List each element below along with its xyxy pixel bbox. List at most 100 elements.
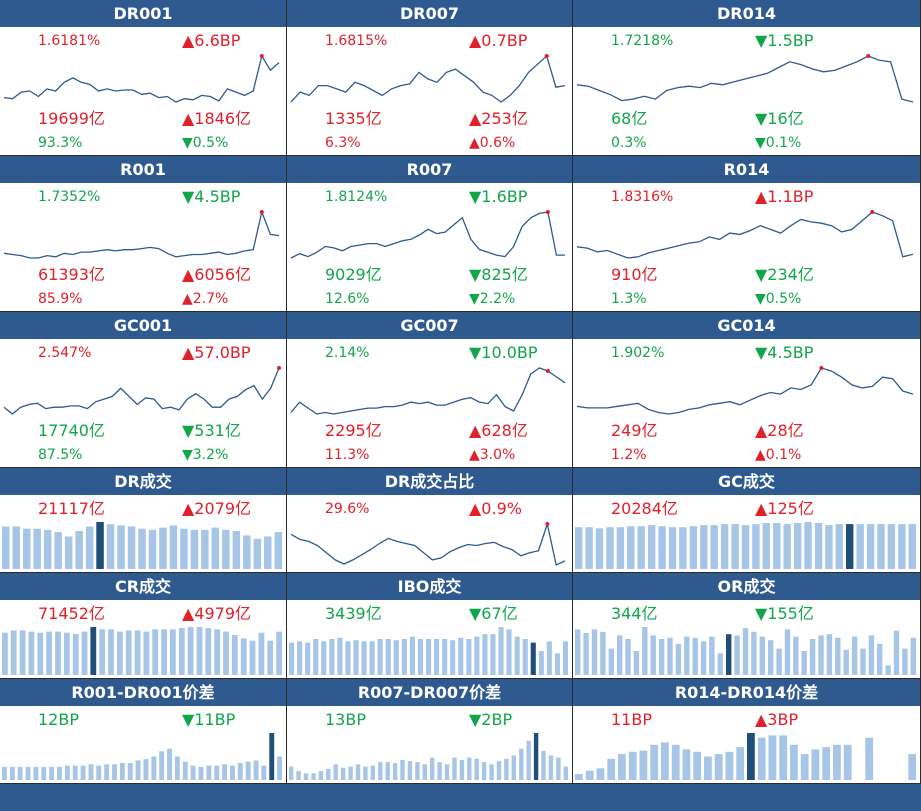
bar: [2, 766, 7, 780]
bar: [893, 630, 900, 675]
bar: [736, 747, 745, 780]
bar: [860, 648, 866, 675]
bar: [106, 524, 115, 569]
bar: [182, 761, 188, 780]
bar: [514, 636, 520, 675]
bar: [19, 630, 26, 675]
bar: [143, 759, 149, 780]
panel-chart: [2, 627, 282, 675]
cells-6-bottom-1-l-value: 87.5%: [38, 447, 83, 463]
cells-0-top-l-value: 1.6181%: [38, 33, 101, 49]
bar: [169, 525, 178, 569]
bar: [297, 641, 303, 675]
panel-chart: [290, 210, 565, 259]
bar: [17, 766, 23, 780]
bar: [243, 535, 251, 569]
cells-0-bottom-1-l-value: 93.3%: [38, 135, 83, 151]
bar: [10, 630, 17, 675]
bar: [625, 639, 631, 675]
bar: [442, 639, 448, 675]
panel-title: DR成交占比: [287, 468, 572, 495]
cells-17-top-l-value: 11BP: [611, 710, 652, 729]
bar: [345, 641, 351, 675]
cells-6-bottom-0-r-value: ▼531亿: [182, 421, 241, 440]
cells-4-bottom-1-r-value: ▼2.2%: [469, 291, 516, 307]
latest-marker: [870, 210, 875, 214]
bar: [606, 527, 614, 569]
bar: [232, 531, 241, 569]
bar: [108, 629, 114, 675]
panel-17: R014-DR014价差 11BP ▲3BP: [573, 679, 921, 784]
bar: [825, 525, 833, 569]
bar: [117, 525, 125, 569]
bar: [801, 651, 807, 675]
bar: [757, 737, 766, 780]
series-line: [3, 367, 280, 415]
bar: [506, 629, 512, 675]
bar: [661, 742, 669, 780]
bar: [700, 525, 708, 569]
latest-marker: [819, 366, 824, 370]
bar: [9, 766, 15, 780]
bar: [253, 538, 262, 569]
bar: [355, 764, 361, 780]
panel-14: OR成交 344亿 ▼155亿: [573, 573, 921, 679]
bar: [522, 639, 528, 675]
panel-chart: [289, 627, 568, 675]
bar: [170, 629, 176, 675]
bar: [793, 523, 802, 569]
bar: [340, 767, 346, 780]
cells-8-bottom-1-r-value: ▲0.1%: [755, 447, 802, 463]
cells-15-top-r-value: ▼11BP: [182, 710, 236, 729]
bar: [401, 639, 407, 675]
bar: [222, 764, 227, 780]
bar: [628, 751, 637, 780]
bar: [269, 733, 275, 780]
bar: [591, 629, 598, 675]
bar: [72, 765, 78, 780]
bar: [28, 631, 35, 675]
panel-6: GC001 2.547% ▲57.0BP 17740亿 ▼531亿 87.5% ▼3.2%: [0, 312, 287, 468]
bar: [54, 532, 62, 569]
panel-title: OR成交: [573, 573, 920, 600]
bar: [710, 525, 718, 569]
bar: [490, 634, 496, 675]
bar: [762, 523, 770, 569]
bar: [616, 527, 625, 569]
cells-14-top-l-value: 344亿: [611, 604, 658, 623]
bar: [835, 524, 843, 569]
latest-marker: [259, 54, 264, 58]
cells-1-bottom-1-l-value: 6.3%: [325, 135, 361, 151]
bar: [877, 524, 885, 569]
bar: [541, 750, 546, 780]
panel-3: R001 1.7352% ▼4.5BP 61393亿 ▲6056亿 85.9% ▲2.7%: [0, 156, 287, 312]
panel-chart: [575, 733, 917, 780]
bar: [33, 528, 41, 569]
series-line: [290, 54, 566, 103]
bar: [866, 524, 875, 569]
bar: [409, 636, 415, 675]
bar: [533, 733, 539, 780]
bar: [277, 756, 282, 780]
bar: [482, 634, 488, 675]
bar: [877, 643, 883, 675]
cells-16-top-r-value: ▼2BP: [469, 710, 513, 729]
bar: [704, 756, 712, 780]
bar: [650, 635, 656, 675]
bar: [908, 524, 916, 569]
panel-chart: [576, 366, 914, 415]
cells-8-top-r-value: ▼4.5BP: [755, 343, 814, 362]
cells-1-top-l-value: 1.6815%: [325, 33, 388, 49]
bar: [174, 756, 180, 780]
cells-1-bottom-1-r-value: ▲0.6%: [469, 135, 516, 151]
bar: [12, 526, 20, 569]
cells-6-top-r-value: ▲57.0BP: [182, 343, 251, 362]
cells-14-top-r-value: ▼155亿: [755, 604, 814, 623]
bar: [161, 629, 167, 675]
bar: [779, 735, 788, 780]
panel-title: GC007: [287, 312, 572, 339]
panel-title: GC成交: [573, 468, 920, 495]
bar: [585, 527, 593, 569]
panel-title: R007: [287, 156, 572, 183]
bar: [417, 639, 423, 675]
